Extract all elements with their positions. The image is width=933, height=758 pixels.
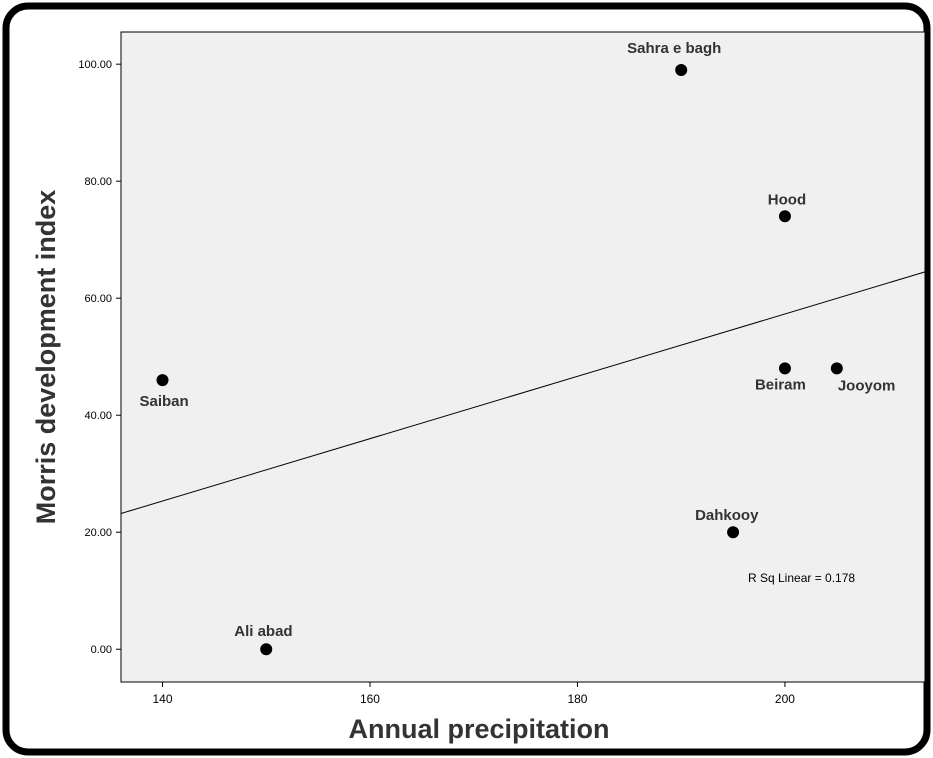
y-tick-label: 20.00 xyxy=(84,527,112,539)
x-axis-label: Annual precipitation xyxy=(348,714,609,744)
plot-area xyxy=(120,31,926,683)
data-point xyxy=(675,64,688,77)
y-axis: 0.00 20.00 40.00 60.00 80.00 100.00 xyxy=(78,59,121,656)
point-label: Ali abad xyxy=(234,623,292,640)
point-label: Sahra e bagh xyxy=(627,40,721,57)
data-point xyxy=(260,643,273,656)
y-tick-label: 80.00 xyxy=(84,176,112,188)
y-axis-label: Morris development index xyxy=(31,190,61,525)
fit-line-layer xyxy=(120,271,926,514)
point-label: Hood xyxy=(768,191,806,208)
data-points: Sahra e bagh Hood Beiram Jooyom Saiban Dahkoo… xyxy=(139,40,896,656)
x-axis: 140 160 180 200 xyxy=(152,682,795,706)
data-point xyxy=(778,362,791,375)
point-label: Beiram xyxy=(755,376,806,393)
data-point xyxy=(156,374,169,387)
x-tick-label: 160 xyxy=(360,692,380,706)
data-point xyxy=(830,362,843,375)
x-tick-label: 200 xyxy=(775,692,795,706)
point-label: Saiban xyxy=(139,393,188,410)
annotation-r-squared: R Sq Linear = 0.178 xyxy=(748,571,855,585)
data-point xyxy=(727,526,740,539)
x-tick-label: 140 xyxy=(152,692,172,706)
y-tick-label: 0.00 xyxy=(91,644,112,656)
regression-line xyxy=(120,271,926,514)
x-tick-label: 180 xyxy=(567,692,587,706)
y-tick-label: 40.00 xyxy=(84,410,112,422)
point-label: Jooyom xyxy=(838,377,896,394)
data-point xyxy=(778,210,791,223)
y-tick-label: 100.00 xyxy=(78,59,112,71)
point-label: Dahkooy xyxy=(695,507,759,524)
y-tick-label: 60.00 xyxy=(84,293,112,305)
